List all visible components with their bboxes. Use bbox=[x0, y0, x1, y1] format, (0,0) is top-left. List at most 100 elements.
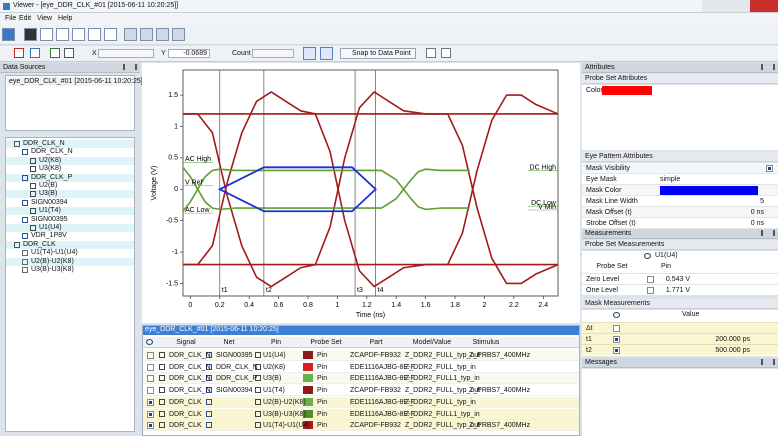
signal-icon bbox=[159, 363, 165, 370]
table-row[interactable]: DDR_CLK U3(B)-U3(K8) Pin EDE1116AJBG-8E-F Z_… bbox=[143, 408, 579, 420]
measure-value: 1.771 V bbox=[665, 287, 690, 294]
tree-row[interactable]: U3(B)-U3(K8) bbox=[6, 266, 134, 274]
tree-row[interactable]: U2(K8) bbox=[6, 156, 134, 165]
tree-row[interactable]: U2(B)-U2(K8) bbox=[6, 257, 134, 266]
pin-icon bbox=[255, 375, 261, 382]
tree-row[interactable]: DDR_CLK bbox=[6, 240, 134, 249]
eye-mask bbox=[217, 166, 377, 213]
table-cell: Z_DDR2_FULL_typ_out bbox=[405, 352, 481, 359]
table-row[interactable]: DDR_CLK U1(T4)-U1(U4) Pin ZCAPDF-FB932 Z_DDR… bbox=[143, 420, 579, 432]
toolbar-button[interactable] bbox=[50, 48, 60, 58]
tree-row[interactable]: SIGN00395 bbox=[6, 215, 134, 224]
toolbar-button[interactable] bbox=[441, 48, 451, 58]
eye-icon bbox=[644, 253, 651, 259]
data-source-item[interactable]: eye_DDR_CLK_#01 [2015-06-11 10:20:25] bbox=[7, 77, 143, 86]
section-title: Mask Measurements bbox=[585, 300, 650, 307]
toolbar-button[interactable] bbox=[24, 28, 37, 41]
table-row[interactable]: DDR_CLK_N SIGN00394 U1(T4) Pin ZCAPDF-FB932 Z… bbox=[143, 385, 579, 397]
table-row[interactable]: DDR_CLK U2(B)-U2(K8) Pin EDE1116AJBG-8E-F Z_… bbox=[143, 396, 579, 408]
table-row[interactable]: DDR_CLK_N DDR_CLK_P U3(B) Pin EDE1116AJBG-8E… bbox=[143, 373, 579, 385]
table-cell: SIGN00394 bbox=[216, 387, 253, 395]
toolbar-button[interactable] bbox=[30, 48, 40, 58]
table-cell: Pin bbox=[317, 387, 328, 395]
waveform bbox=[183, 91, 559, 288]
tree-row[interactable]: U1(T4)-U1(U4) bbox=[6, 249, 134, 258]
toolbar-button[interactable] bbox=[172, 28, 185, 41]
maximize-button[interactable] bbox=[726, 0, 750, 12]
toolbar-button[interactable] bbox=[104, 28, 117, 41]
y-axis-label: Voltage (V) bbox=[151, 166, 158, 201]
menu-item[interactable]: View bbox=[37, 15, 53, 22]
table-cell: DDR_CLK_N bbox=[216, 363, 258, 371]
toolbar-button[interactable] bbox=[303, 47, 316, 60]
toolbar-button[interactable] bbox=[56, 28, 69, 41]
attribute-label: Mask Offset (t) bbox=[586, 209, 632, 216]
close-button[interactable] bbox=[750, 0, 778, 12]
toolbar-button[interactable] bbox=[140, 28, 153, 41]
tree-row[interactable]: SIGN00394 bbox=[6, 198, 134, 207]
checkbox[interactable] bbox=[147, 375, 154, 383]
checkbox[interactable] bbox=[147, 363, 154, 371]
panel-buttons bbox=[761, 230, 775, 236]
attribute-value: 5 bbox=[760, 198, 764, 205]
table-cell: Z_DDR2_FULL_typ_out bbox=[405, 387, 481, 395]
checkbox[interactable] bbox=[647, 276, 654, 283]
column-header: Probe Set bbox=[596, 263, 628, 270]
mask-color-swatch[interactable] bbox=[660, 186, 758, 195]
attribute-label: Strobe Offset (t) bbox=[586, 220, 636, 227]
x-field[interactable] bbox=[98, 49, 154, 58]
tree-row[interactable]: U1(T4) bbox=[6, 207, 134, 216]
tree-label: U1(T4)-U1(U4) bbox=[31, 249, 78, 257]
toolbar-button[interactable] bbox=[2, 28, 15, 41]
menu-item[interactable]: File bbox=[5, 15, 17, 22]
count-field[interactable] bbox=[252, 49, 294, 58]
toolbar-button[interactable] bbox=[64, 48, 74, 58]
level-label: AC Low bbox=[185, 207, 210, 214]
net-icon bbox=[206, 352, 212, 358]
panel-buttons bbox=[761, 64, 775, 70]
tree-row[interactable]: DDR_CLK_N bbox=[6, 140, 134, 148]
table-cell: ZCAPDF-FB932 bbox=[350, 387, 401, 395]
toolbar-button[interactable] bbox=[320, 47, 333, 60]
menu-item[interactable]: Edit bbox=[19, 15, 32, 22]
table-cell: DDR_CLK_N bbox=[169, 352, 211, 359]
tree-row[interactable]: VDR_1P8V bbox=[6, 232, 134, 241]
tree-label: DDR_CLK_N bbox=[23, 140, 65, 147]
table-row[interactable]: DDR_CLK_N DDR_CLK_N U2(K8) Pin EDE1116AJBG-8… bbox=[143, 361, 579, 373]
checkbox[interactable] bbox=[147, 398, 154, 406]
minimize-button[interactable] bbox=[702, 0, 726, 12]
table-cell: Z_DDR2_FULL_typ_in bbox=[405, 363, 476, 371]
checkbox[interactable] bbox=[647, 287, 654, 294]
tree-row[interactable]: DDR_CLK_P bbox=[6, 173, 134, 182]
toolbar-button[interactable] bbox=[14, 48, 24, 58]
net-icon bbox=[206, 375, 212, 382]
toolbar-button[interactable] bbox=[40, 28, 53, 41]
checkbox[interactable] bbox=[147, 410, 154, 418]
menu-item[interactable]: Help bbox=[58, 15, 73, 22]
tree-row[interactable]: U3(B) bbox=[6, 190, 134, 199]
tree-row[interactable]: DDR_CLK_N bbox=[6, 148, 134, 157]
y-field[interactable]: -0.0689 bbox=[168, 49, 210, 58]
toolbar-button[interactable] bbox=[156, 28, 169, 41]
tree-row[interactable]: U1(U4) bbox=[6, 224, 134, 232]
toolbar-button[interactable] bbox=[72, 28, 85, 41]
tree-row[interactable]: U3(K8) bbox=[6, 165, 134, 174]
x-tick-label: 1.2 bbox=[362, 302, 372, 309]
checkbox[interactable] bbox=[147, 352, 154, 359]
toolbar-button[interactable] bbox=[124, 28, 137, 41]
color-swatch[interactable] bbox=[602, 86, 652, 95]
checkbox[interactable] bbox=[147, 422, 154, 430]
net-icon bbox=[206, 410, 212, 417]
table-row[interactable]: DDR_CLK_N SIGN00395 U1(U4) Pin ZCAPDF-FB932 Z… bbox=[143, 350, 579, 361]
tree-row[interactable]: U2(B) bbox=[6, 182, 134, 190]
checkbox[interactable] bbox=[147, 387, 154, 395]
checkbox[interactable] bbox=[766, 165, 773, 172]
checkbox[interactable] bbox=[613, 325, 620, 332]
checkbox[interactable] bbox=[613, 336, 620, 343]
toolbar-button[interactable] bbox=[426, 48, 436, 58]
tree-label: U1(T4) bbox=[39, 207, 61, 215]
attribute-row: Mask Visibility bbox=[582, 163, 778, 174]
checkbox[interactable] bbox=[613, 347, 620, 354]
snap-dropdown[interactable]: Snap to Data Point bbox=[340, 48, 416, 59]
toolbar-button[interactable] bbox=[88, 28, 101, 41]
